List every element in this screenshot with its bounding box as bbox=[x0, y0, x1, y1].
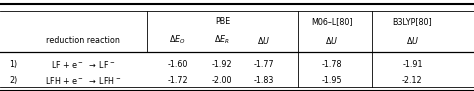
Text: -1.60: -1.60 bbox=[168, 60, 188, 69]
Text: -1.95: -1.95 bbox=[321, 76, 342, 85]
Text: -2.00: -2.00 bbox=[211, 76, 232, 85]
Text: -1.77: -1.77 bbox=[253, 60, 274, 69]
Text: $\Delta U$: $\Delta U$ bbox=[406, 35, 419, 46]
Text: -1.78: -1.78 bbox=[321, 60, 342, 69]
Text: 2): 2) bbox=[9, 76, 18, 85]
Text: LFH + e$^-$ $\rightarrow$ LFH$^-$: LFH + e$^-$ $\rightarrow$ LFH$^-$ bbox=[45, 75, 121, 86]
Text: -1.72: -1.72 bbox=[167, 76, 188, 85]
Text: $\Delta E_O$: $\Delta E_O$ bbox=[169, 34, 186, 46]
Text: M06–L[80]: M06–L[80] bbox=[311, 17, 353, 26]
Text: -2.12: -2.12 bbox=[402, 76, 423, 85]
Text: -1.83: -1.83 bbox=[254, 76, 273, 85]
Text: $\Delta U$: $\Delta U$ bbox=[257, 35, 270, 46]
Text: $\Delta U$: $\Delta U$ bbox=[325, 35, 338, 46]
Text: LF + e$^-$ $\rightarrow$ LF$^-$: LF + e$^-$ $\rightarrow$ LF$^-$ bbox=[51, 59, 115, 70]
Text: PBE: PBE bbox=[215, 17, 231, 26]
Text: -1.92: -1.92 bbox=[211, 60, 232, 69]
Text: -1.91: -1.91 bbox=[402, 60, 423, 69]
Text: $\Delta E_R$: $\Delta E_R$ bbox=[214, 34, 230, 46]
Text: B3LYP[80]: B3LYP[80] bbox=[392, 17, 432, 26]
Text: 1): 1) bbox=[9, 60, 18, 69]
Text: reduction reaction: reduction reaction bbox=[46, 36, 120, 44]
